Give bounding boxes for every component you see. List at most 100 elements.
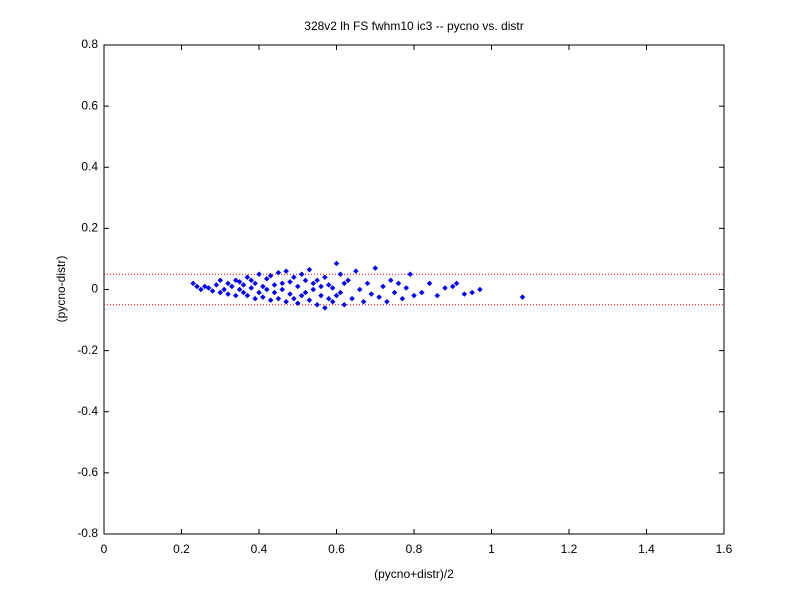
x-tick-label: 1 bbox=[488, 542, 495, 556]
scatter-point bbox=[217, 289, 224, 296]
scatter-point bbox=[267, 297, 274, 304]
scatter-point bbox=[337, 289, 344, 296]
x-tick-label: 1.4 bbox=[638, 542, 655, 556]
scatter-point bbox=[469, 289, 475, 296]
scatter-point bbox=[337, 271, 344, 278]
scatter-point bbox=[360, 298, 367, 305]
y-axis-label: (pycno-distr) bbox=[54, 256, 68, 323]
x-tick-label: 1.6 bbox=[716, 542, 733, 556]
scatter-point bbox=[232, 277, 239, 284]
scatter-point bbox=[279, 280, 286, 287]
scatter-point bbox=[302, 289, 309, 296]
scatter-point bbox=[384, 298, 390, 305]
scatter-point bbox=[225, 291, 231, 297]
scatter-point bbox=[345, 277, 351, 284]
scatter-point bbox=[198, 286, 204, 293]
scatter-point bbox=[232, 292, 239, 299]
y-tick-label: 0.8 bbox=[81, 37, 98, 51]
scatter-point bbox=[333, 292, 340, 299]
scatter-point bbox=[271, 289, 278, 296]
scatter-point bbox=[252, 280, 258, 287]
scatter-point bbox=[418, 289, 425, 296]
scatter-point bbox=[403, 285, 410, 291]
scatter-point bbox=[314, 277, 320, 284]
scatter-point bbox=[287, 279, 293, 285]
scatter-point bbox=[364, 280, 371, 287]
scatter-point bbox=[287, 291, 293, 297]
scatter-point bbox=[263, 275, 270, 282]
scatter-point bbox=[275, 269, 282, 276]
scatter-point bbox=[294, 300, 301, 307]
scatter-point bbox=[209, 288, 216, 294]
scatter-point bbox=[368, 291, 375, 297]
scatter-point bbox=[248, 285, 255, 291]
scatter-point bbox=[229, 283, 235, 290]
scatter-point bbox=[298, 271, 305, 278]
scatter-point bbox=[387, 277, 394, 284]
scatter-point bbox=[322, 274, 328, 281]
scatter-point bbox=[434, 292, 441, 299]
y-tick-label: -0.4 bbox=[77, 404, 98, 418]
scatter-point bbox=[449, 283, 456, 290]
scatter-point bbox=[395, 280, 402, 287]
scatter-point bbox=[426, 280, 433, 287]
scatter-point bbox=[201, 283, 208, 290]
x-tick-label: 0.4 bbox=[251, 542, 268, 556]
scatter-point bbox=[399, 295, 406, 302]
scatter-point bbox=[318, 283, 324, 290]
scatter-point bbox=[217, 277, 224, 284]
scatter-point bbox=[341, 280, 348, 287]
scatter-point bbox=[318, 292, 324, 299]
scatter-point bbox=[411, 292, 417, 299]
scatter-point bbox=[275, 295, 282, 302]
x-tick-label: 0.6 bbox=[328, 542, 345, 556]
scatter-point bbox=[349, 295, 355, 302]
scatter-point bbox=[194, 283, 200, 290]
scatter-point bbox=[314, 301, 320, 308]
scatter-point bbox=[306, 297, 313, 304]
scatter-point bbox=[306, 266, 313, 273]
scatter-point bbox=[310, 280, 317, 287]
scatter-point bbox=[236, 286, 243, 293]
scatter-point bbox=[302, 277, 309, 284]
scatter-point bbox=[519, 294, 526, 300]
scatter-point bbox=[356, 286, 363, 293]
scatter-point bbox=[256, 289, 262, 296]
y-tick-label: 0.6 bbox=[81, 98, 98, 112]
scatter-point bbox=[283, 298, 289, 305]
scatter-point bbox=[252, 295, 258, 302]
y-tick-label: 0.4 bbox=[81, 159, 98, 173]
scatter-point bbox=[256, 271, 262, 278]
scatter-point bbox=[291, 274, 297, 281]
x-tick-label: 0.8 bbox=[406, 542, 423, 556]
scatter-point bbox=[310, 286, 317, 293]
scatter-point bbox=[325, 282, 332, 288]
scatter-point bbox=[240, 289, 247, 296]
scatter-point bbox=[240, 282, 247, 288]
y-tick-label: -0.2 bbox=[77, 343, 98, 357]
scatter-point bbox=[461, 291, 468, 297]
scatter-point bbox=[376, 294, 382, 300]
scatter-point bbox=[260, 283, 266, 290]
y-tick-label: 0 bbox=[91, 282, 98, 296]
scatter-point bbox=[477, 286, 483, 293]
scatter-point bbox=[267, 272, 274, 279]
scatter-point bbox=[380, 283, 386, 290]
scatter-point bbox=[283, 268, 289, 275]
scatter-point bbox=[244, 274, 251, 281]
scatter-point bbox=[244, 292, 251, 299]
scatter-point bbox=[298, 292, 305, 299]
scatter-point bbox=[263, 286, 270, 293]
x-tick-label: 1.2 bbox=[561, 542, 578, 556]
x-tick-label: 0.2 bbox=[173, 542, 190, 556]
scatter-point bbox=[322, 304, 328, 311]
scatter-point bbox=[333, 260, 340, 267]
scatter-point bbox=[341, 301, 348, 308]
scatter-point bbox=[190, 280, 196, 287]
scatter-point bbox=[372, 265, 379, 271]
scatter-point bbox=[205, 285, 212, 291]
scatter-point bbox=[213, 282, 220, 288]
scatter-point bbox=[221, 286, 227, 293]
